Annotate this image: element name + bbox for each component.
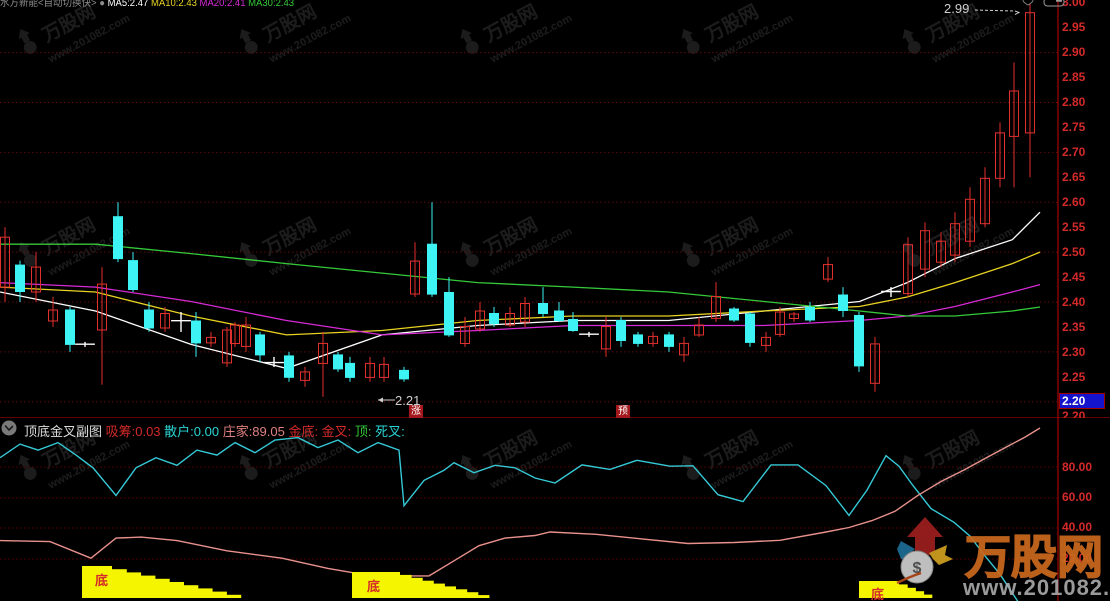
svg-text:www.201082.com: www.201082.com — [962, 575, 1110, 600]
